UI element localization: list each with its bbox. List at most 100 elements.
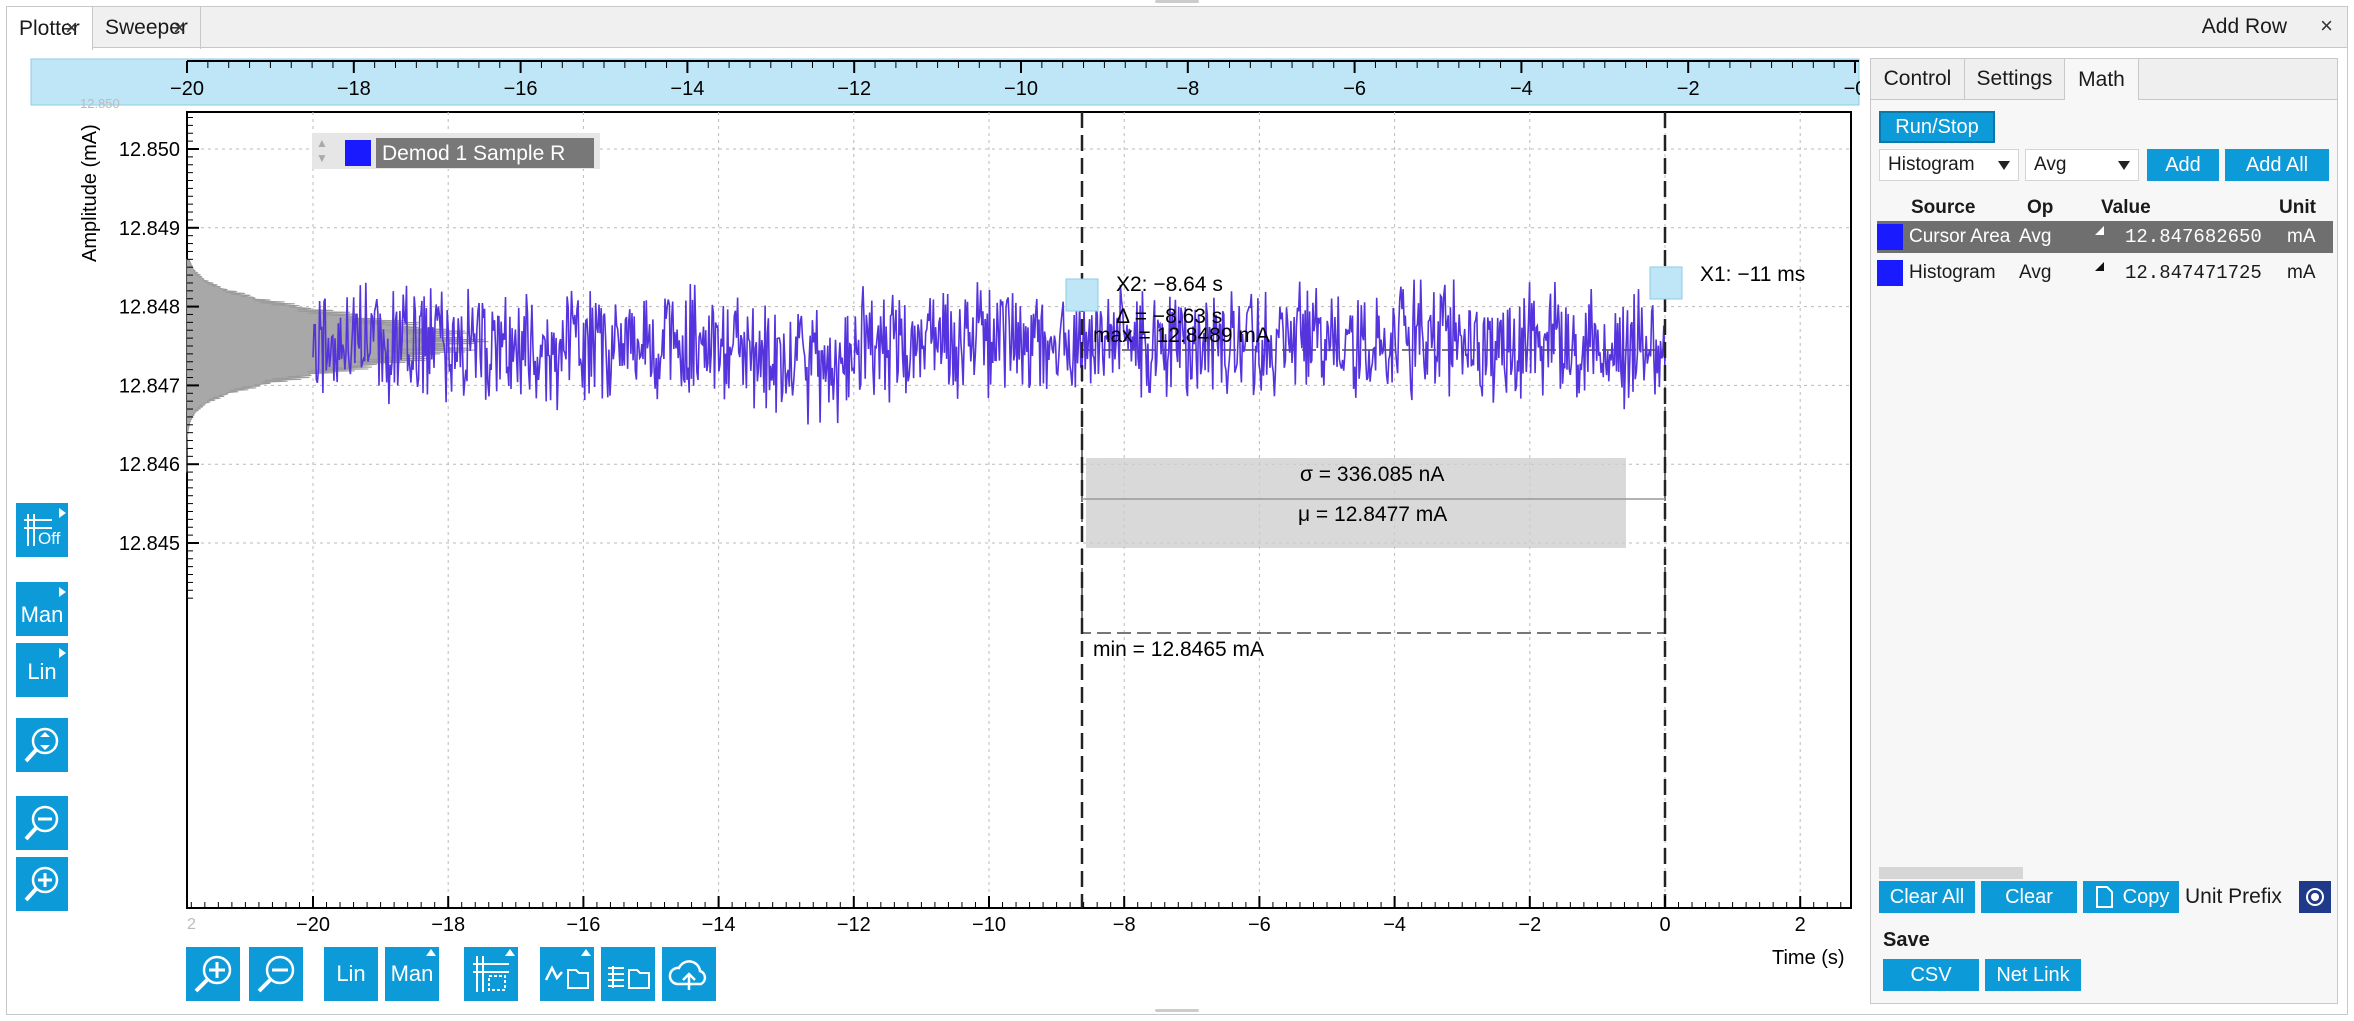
signal-trace	[312, 279, 1666, 425]
x-corner-label: 2	[187, 916, 196, 933]
radio-on-icon	[2306, 888, 2324, 906]
zoom-fit-y-button[interactable]	[16, 718, 68, 772]
close-icon[interactable]: ×	[65, 15, 78, 40]
table-scrollbar[interactable]	[1879, 867, 2023, 879]
table-row[interactable]: Cursor Area Avg 12.847682650 mA	[1877, 221, 2333, 253]
table-row[interactable]: Histogram Avg 12.847471725 mA	[1877, 257, 2333, 289]
op-select[interactable]: Avg	[2025, 149, 2139, 181]
clear-label: Clear	[2005, 885, 2053, 908]
x-tick-label: −14	[702, 914, 736, 936]
zoom-in-x-button[interactable]	[186, 947, 240, 1001]
y-corner-label: 12.850	[80, 96, 120, 111]
x-tick-label: −18	[431, 914, 465, 936]
close-icon[interactable]: ×	[2320, 13, 2333, 38]
run-stop-label: Run/Stop	[1895, 115, 1979, 138]
caret-right-icon	[59, 587, 66, 597]
plot-area[interactable]: −20−18−16−14−12−10−8−6−4−2−0 X2: −8.64 s…	[0, 48, 1860, 988]
zoom-out-x-button[interactable]	[249, 947, 303, 1001]
x-tick-labels: −20 −18 −16 −14 −12 −10 −8 −6 −4 −2 0 2	[296, 896, 1806, 936]
tab-settings[interactable]: Settings	[1965, 59, 2065, 99]
tab-control[interactable]: Control	[1871, 59, 1965, 99]
y-range-mode-button[interactable]: Man	[16, 582, 68, 636]
op-select-value: Avg	[2034, 154, 2067, 175]
caret-right-icon	[59, 508, 66, 518]
run-stop-button[interactable]: Run/Stop	[1879, 111, 1995, 143]
tab-sweeper[interactable]: Sweeper ×	[93, 7, 201, 49]
unit-prefix-toggle[interactable]	[2299, 881, 2331, 913]
cursor-delta-label: Δ = −8.63 s	[1116, 305, 1222, 328]
cursor-x2-handle[interactable]	[1065, 278, 1099, 312]
save-data-button[interactable]	[601, 947, 655, 1001]
add-all-button[interactable]: Add All	[2225, 149, 2329, 181]
save-section-title: Save	[1883, 929, 1930, 951]
tab-plotter-label: Plotter	[19, 16, 80, 40]
add-button[interactable]: Add	[2147, 149, 2219, 181]
overview-tick-label: −4	[1510, 78, 1533, 100]
overview-tick-label: −16	[504, 78, 538, 100]
row-source: Histogram	[1909, 262, 1996, 283]
x-tick-label: −20	[296, 914, 330, 936]
col-unit: Unit	[2279, 197, 2316, 218]
y-range-mode-label: Man	[20, 602, 64, 627]
row-unit: mA	[2287, 262, 2316, 283]
upload-button[interactable]	[662, 947, 716, 1001]
clear-button[interactable]: Clear	[1981, 881, 2077, 913]
tab-plotter[interactable]: Plotter ×	[7, 7, 93, 50]
row-color-swatch	[1877, 224, 1903, 250]
legend-drag-icon[interactable]: ▼	[316, 151, 328, 165]
cell-edit-icon	[2095, 226, 2104, 235]
add-row-button[interactable]: Add Row	[2201, 15, 2287, 38]
csv-button[interactable]: CSV	[1883, 959, 1979, 991]
y-tick-label: 12.845	[119, 533, 180, 555]
save-plot-button[interactable]	[540, 947, 594, 1001]
net-link-button[interactable]: Net Link	[1985, 959, 2081, 991]
zoom-out-icon	[257, 955, 295, 993]
row-color-swatch	[1877, 260, 1903, 286]
x-scale-button[interactable]: Lin	[324, 947, 378, 1001]
save-waveform-icon	[544, 965, 589, 989]
grid-off-label: Off	[38, 529, 61, 548]
close-icon[interactable]: ×	[173, 15, 186, 40]
row-value: 12.847471725	[2125, 262, 2262, 284]
tab-math[interactable]: Math	[2065, 59, 2139, 100]
y-scale-button[interactable]: Lin	[16, 643, 68, 697]
clear-all-button[interactable]: Clear All	[1879, 881, 1975, 913]
min-label: min = 12.8465 mA	[1093, 638, 1264, 661]
x-range-mode-button[interactable]: Man	[385, 947, 439, 1001]
zoom-in-icon	[24, 866, 59, 902]
legend-color-swatch	[345, 140, 371, 166]
overview-tick-label: −0	[1844, 78, 1860, 100]
y-tick-label: 12.850	[119, 139, 180, 161]
y-minor-ticks	[187, 116, 193, 599]
x-tick-label: −8	[1113, 914, 1136, 936]
legend-drag-icon[interactable]: ▲	[316, 136, 328, 150]
cursor-mode-button[interactable]	[464, 947, 518, 1001]
tab-bar: Plotter × Sweeper × Add Row ×	[6, 6, 2348, 50]
net-link-label: Net Link	[1996, 963, 2070, 986]
mu-label: μ = 12.8477 mA	[1298, 503, 1447, 526]
y-tick-label: 12.847	[119, 375, 180, 397]
zoom-in-icon	[194, 955, 232, 993]
row-op: Avg	[2019, 226, 2052, 247]
cursor-grid-icon	[473, 956, 509, 992]
bottom-resize-handle[interactable]	[1155, 1009, 1199, 1012]
copy-button[interactable]: Copy	[2083, 881, 2179, 913]
source-select[interactable]: Histogram	[1879, 149, 2019, 181]
zoom-out-icon	[24, 805, 59, 841]
zoom-out-y-button[interactable]	[16, 796, 68, 850]
top-resize-handle[interactable]	[1155, 0, 1199, 3]
dropdown-arrow-icon	[2118, 161, 2130, 170]
overview-tick-label: −18	[337, 78, 371, 100]
cloud-upload-icon	[668, 960, 707, 990]
add-all-label: Add All	[2245, 153, 2309, 176]
cursor-x2-label: X2: −8.64 s	[1116, 273, 1223, 296]
zoom-in-y-button[interactable]	[16, 857, 68, 911]
cell-edit-icon	[2095, 262, 2104, 271]
y-tick-label: 12.848	[119, 297, 180, 319]
clear-all-label: Clear All	[1889, 885, 1965, 908]
grid-icon	[24, 514, 52, 546]
cursor-x1-handle[interactable]	[1649, 266, 1683, 300]
overview-bar[interactable]	[30, 58, 1860, 106]
row-unit: mA	[2287, 226, 2316, 247]
grid-off-button[interactable]: Off	[16, 503, 68, 557]
